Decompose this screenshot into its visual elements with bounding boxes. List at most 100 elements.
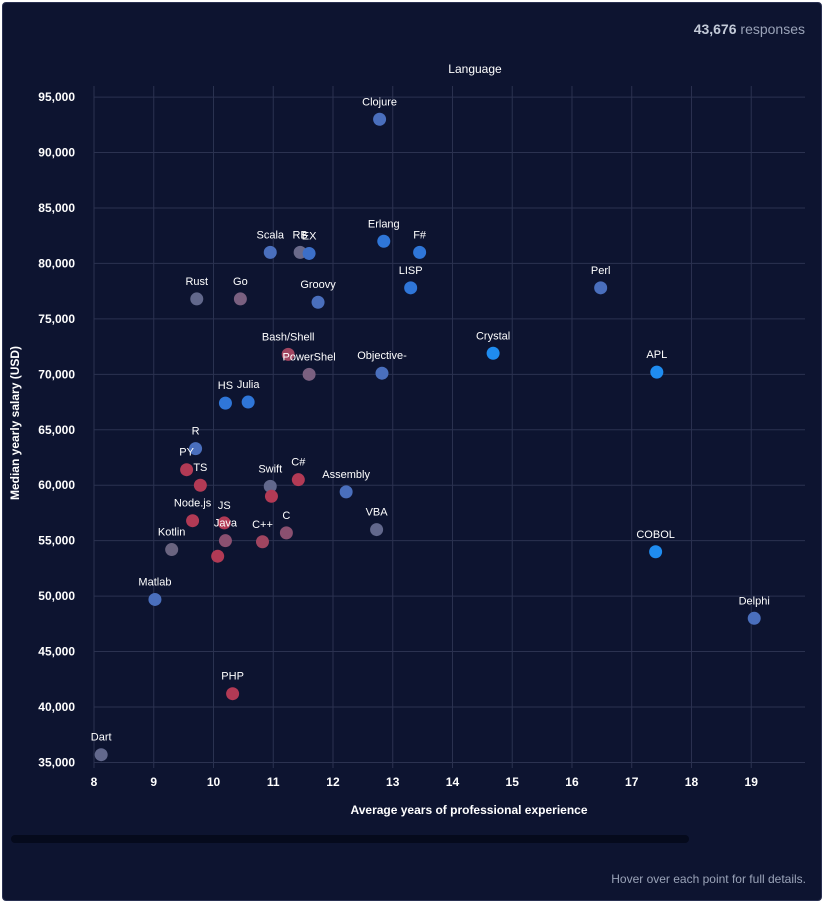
scatter-point-group[interactable]: Java — [214, 518, 238, 548]
y-tick-label: 90,000 — [38, 146, 75, 160]
scatter-point-group[interactable]: Assembly — [322, 469, 370, 499]
scatter-point[interactable] — [186, 514, 200, 528]
y-tick-label: 60,000 — [38, 478, 75, 492]
scatter-point[interactable] — [413, 245, 427, 259]
scatter-point[interactable] — [148, 592, 162, 606]
scatter-point-group[interactable]: C++ — [252, 519, 273, 549]
scatter-point[interactable] — [302, 367, 316, 381]
scatter-point[interactable] — [377, 234, 391, 248]
scatter-point[interactable] — [339, 485, 353, 499]
scatter-point-group[interactable] — [211, 549, 225, 563]
point-label: Julia — [237, 379, 261, 391]
scatter-point-group[interactable]: COBOL — [636, 529, 675, 559]
x-tick-label: 10 — [207, 775, 221, 789]
scatter-point[interactable] — [263, 479, 277, 493]
scatter-point-group[interactable]: EX — [302, 230, 317, 260]
x-tick-label: 13 — [386, 775, 400, 789]
horizontal-scrollbar[interactable] — [11, 835, 689, 843]
scatter-point[interactable] — [375, 366, 389, 380]
x-tick-label: 14 — [446, 775, 460, 789]
scatter-point-group[interactable]: Kotlin — [158, 527, 186, 557]
scatter-point-group[interactable]: Rust — [185, 276, 208, 306]
scatter-point[interactable] — [279, 526, 293, 540]
point-label: Bash/Shell — [262, 331, 315, 343]
y-tick-label: 40,000 — [38, 700, 75, 714]
scatter-point-group[interactable]: F# — [413, 229, 427, 259]
scatter-point-group[interactable]: Scala — [256, 229, 285, 259]
scatter-point[interactable] — [404, 281, 418, 295]
scatter-point[interactable] — [218, 396, 232, 410]
scatter-point-group[interactable]: Julia — [237, 379, 261, 409]
scatter-point[interactable] — [747, 611, 761, 625]
scatter-point-group[interactable] — [264, 489, 278, 503]
scatter-point[interactable] — [291, 473, 305, 487]
scatter-point-group[interactable]: RB — [292, 229, 308, 259]
point-label: VBA — [366, 507, 389, 519]
x-tick-label: 15 — [506, 775, 520, 789]
scatter-point[interactable] — [255, 535, 269, 549]
scatter-point-group[interactable]: PY — [179, 447, 195, 477]
scatter-point-group[interactable]: PHP — [221, 671, 244, 701]
scatter-point-group[interactable]: Dart — [91, 732, 112, 762]
scatter-point[interactable] — [311, 295, 325, 309]
scatter-point-group[interactable]: C — [279, 510, 293, 540]
point-label: F# — [413, 229, 427, 241]
point-label: C++ — [252, 519, 273, 531]
scatter-point-group[interactable]: R — [189, 426, 203, 456]
scatter-point-group[interactable]: Swift — [258, 463, 282, 493]
point-label: HS — [218, 380, 233, 392]
point-label: Erlang — [368, 218, 400, 230]
scatter-point-group[interactable]: LISP — [399, 265, 423, 295]
scatter-point[interactable] — [241, 395, 255, 409]
y-tick-label: 65,000 — [38, 423, 75, 437]
scatter-point[interactable] — [302, 246, 316, 260]
scatter-point-group[interactable]: Node.js — [174, 498, 212, 528]
point-label: JS — [218, 500, 231, 512]
scatter-point-group[interactable]: VBA — [366, 507, 389, 537]
scatter-point-group[interactable]: Erlang — [368, 218, 400, 248]
scatter-point[interactable] — [217, 516, 231, 530]
scatter-point[interactable] — [649, 545, 663, 559]
scatter-point[interactable] — [193, 478, 207, 492]
scatter-point[interactable] — [486, 346, 500, 360]
scatter-point-group[interactable]: Crystal — [476, 330, 510, 360]
scatter-point[interactable] — [281, 347, 295, 361]
scatter-point[interactable] — [211, 549, 225, 563]
scatter-point-group[interactable]: Go — [233, 276, 248, 306]
scatter-point[interactable] — [263, 245, 277, 259]
responses-count: 43,676 responses — [694, 21, 805, 37]
scatter-point[interactable] — [650, 365, 664, 379]
point-label: Dart — [91, 732, 112, 744]
scatter-point[interactable] — [233, 292, 247, 306]
scatter-point[interactable] — [94, 748, 108, 762]
scatter-point-group[interactable]: Groovy — [300, 279, 336, 309]
scatter-point[interactable] — [189, 442, 203, 456]
scatter-point[interactable] — [264, 489, 278, 503]
scatter-point-group[interactable]: TS — [193, 462, 207, 492]
scatter-point-group[interactable]: Delphi — [739, 595, 770, 625]
scatter-point-group[interactable]: Bash/Shell — [262, 331, 315, 361]
scatter-point-group[interactable]: PowerShel — [282, 351, 336, 381]
scatter-point-group[interactable]: APL — [646, 349, 667, 379]
scatter-point[interactable] — [165, 543, 179, 557]
scatter-point[interactable] — [594, 281, 608, 295]
scatter-point-group[interactable]: Matlab — [138, 576, 171, 606]
scatter-point-group[interactable]: Perl — [591, 265, 611, 295]
scatter-point-group[interactable]: Clojure — [362, 96, 397, 126]
scatter-point[interactable] — [190, 292, 204, 306]
scatter-point-group[interactable]: JS — [217, 500, 231, 530]
y-tick-label: 80,000 — [38, 256, 75, 270]
scatter-point-group[interactable]: C# — [291, 457, 306, 487]
y-tick-label: 95,000 — [38, 90, 75, 104]
scatter-point[interactable] — [180, 463, 194, 477]
scatter-point-group[interactable]: Objective- — [357, 350, 407, 380]
x-tick-label: 8 — [91, 775, 98, 789]
y-axis-title: Median yearly salary (USD) — [8, 346, 22, 500]
scatter-point[interactable] — [218, 534, 232, 548]
scatter-point[interactable] — [370, 523, 384, 537]
scatter-point[interactable] — [373, 112, 387, 126]
scatter-point[interactable] — [226, 687, 240, 701]
scatter-point-group[interactable]: HS — [218, 380, 233, 410]
